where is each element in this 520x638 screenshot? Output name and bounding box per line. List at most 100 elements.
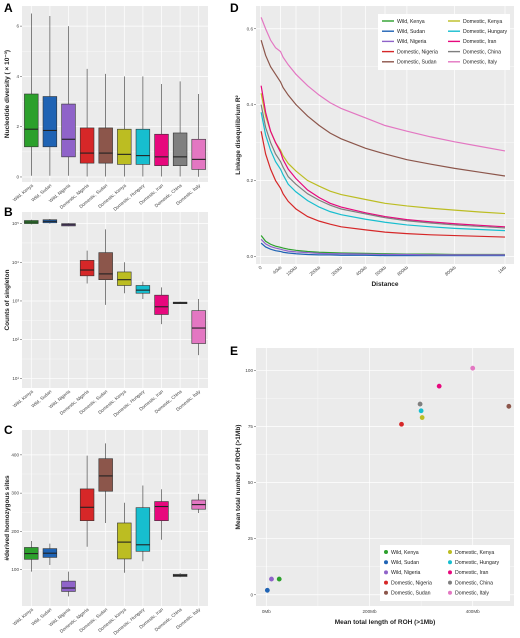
panel-a-box-domestic-hungary [135, 128, 151, 165]
panel-d-line-domestic-nigeria [260, 131, 505, 238]
panel-c-x-tick-label: Domestic, Hungary [112, 606, 146, 635]
panel-e-legend-label: Domestic, Kenya [455, 550, 494, 556]
panel-a-box-domestic-china [172, 132, 188, 166]
panel-b-y-tick-label: 10¹ [12, 376, 19, 381]
panel-c-y-tick-label: 200 [11, 529, 19, 534]
panel-e-point-domestic-iran [436, 383, 442, 389]
panel-d-line-domestic-sudan [260, 39, 506, 177]
panel-e-legend-box [380, 545, 510, 601]
panel-e: E 0 25 50 75 100 0Mb 200Mb 400Mb Mean total leng… [230, 344, 514, 626]
panel-d-x-tick-label: 800kb [444, 265, 457, 277]
panel-a-y-tick-label: 6 [16, 24, 19, 29]
panel-b-y-tick-label: 10⁵ [12, 221, 19, 226]
panel-e-legend-key-wild-kenya [384, 550, 388, 554]
panel-d-x-tick-label: 300kb [330, 265, 343, 277]
panel-e-legend-key-domestic-italy [448, 590, 452, 595]
panel-e-point-domestic-italy [470, 365, 476, 371]
panel-b-box-domestic-nigeria [79, 260, 95, 277]
panel-e-x-axis-title: Mean total length of ROH (>1Mb) [335, 619, 436, 626]
panel-b-y-axis-title: Counts of singleton [4, 269, 11, 330]
panel-e-legend-label: Wild, Sudan [391, 560, 419, 566]
panel-c-box-domestic-nigeria [79, 488, 95, 521]
panel-e-point-domestic-china [417, 401, 423, 407]
panel-d-line-domestic-china [260, 104, 506, 229]
panel-c-y-tick-label: 100 [11, 567, 19, 572]
panel-d-x-tick-label: 200kb [309, 265, 322, 277]
panel-e-y-tick-label: 100 [245, 368, 253, 373]
panel-a-box-wild-kenya [24, 93, 39, 148]
panel-a-box-wild-sudan [42, 96, 58, 148]
panel-e-legend-label: Domestic, Iran [455, 570, 489, 576]
panel-e-legend-key-wild-sudan [384, 560, 388, 565]
panel-e-y-tick-label: 50 [248, 480, 254, 485]
panel-d-legend-label: Domestic, Iran [463, 39, 497, 45]
panel-d-x-axis-title: Distance [371, 281, 398, 288]
panel-e-letter: E [230, 344, 238, 358]
panel-d-legend-box [378, 14, 510, 70]
panel-e-legend-key-domestic-nigeria [384, 580, 388, 585]
panel-a-letter: A [4, 1, 13, 15]
panel-a-y-tick-label: 2 [16, 124, 19, 129]
panel-d-legend-label: Domestic, China [463, 49, 501, 55]
panel-e-point-domestic-kenya [419, 415, 425, 420]
panel-d-y-tick-label: 0.0 [247, 254, 254, 259]
panel-a-y-axis-title: Nucleotide diversity ( × 10⁻³) [4, 50, 11, 138]
panel-d-line-wild-sudan [260, 242, 505, 257]
panel-c-y-tick-label: 400 [11, 452, 19, 457]
panel-d-y-tick-label: 0.6 [247, 26, 254, 31]
panel-e-point-domestic-nigeria [399, 421, 404, 427]
panel-b-y-tick-label: 10³ [12, 298, 19, 303]
panel-e-legend-key-domestic-sudan [384, 590, 388, 595]
panel-c-box-domestic-sudan [98, 458, 113, 492]
panel-b-box-domestic-sudan [98, 252, 113, 280]
panel-c-box-domestic-iran [154, 501, 169, 521]
panel-d-x-tick-label: 400kb [355, 265, 368, 277]
panel-c-box-domestic-hungary [135, 507, 151, 552]
panel-d-legend-label: Domestic, Italy [463, 60, 497, 66]
panel-b-plot-background [22, 212, 208, 388]
panel-a-box-domestic-nigeria [79, 127, 95, 164]
panel-d-line-domestic-iran [260, 85, 506, 228]
panel-d-letter: D [230, 1, 239, 15]
panel-d-y-tick-label: 0.2 [247, 178, 254, 183]
panel-e-x-tick-label: 0Mb [262, 609, 271, 614]
panel-b-y-tick-label: 10⁴ [12, 260, 19, 265]
panel-e-y-axis-title: Mean total number of ROH (>1Mb) [235, 425, 242, 530]
panel-d-line-domestic-hungary [260, 112, 505, 232]
panel-e-y-tick-label: 25 [248, 536, 254, 541]
panel-c-y-axis-title: #derived homozygous sites [4, 475, 11, 561]
panel-d-y-axis-title: Linkage disequilibrium R² [235, 94, 242, 174]
panel-c-y-tick-label: 300 [11, 491, 19, 496]
panel-a-box-wild-nigeria [61, 103, 76, 158]
panel-d-legend-label: Wild, Nigeria [397, 39, 427, 45]
panel-d-x-tick-label: 0 [258, 265, 264, 271]
panel-d-y-tick-label: 0.4 [247, 102, 254, 107]
panel-e-point-wild-nigeria [269, 576, 274, 582]
panel-d-line-wild-kenya [260, 235, 505, 256]
panel-d-line-domestic-italy [260, 17, 506, 152]
panel-e-x-tick-label: 200Mb [362, 609, 376, 614]
panel-b-x-tick-label: Domestic, Hungary [112, 388, 146, 417]
panel-e-point-wild-kenya [276, 576, 282, 582]
panel-e-legend-label: Wild, Nigeria [391, 570, 421, 576]
panel-e-y-tick-label: 75 [248, 424, 254, 429]
panel-b-box-domestic-hungary [135, 285, 151, 294]
panel-d: D 0.0 0.2 0.4 0.6 0 40kb 100kb 200kb 300kb 400kb 5… [230, 1, 514, 288]
panel-d-x-tick-label: 600kb [396, 265, 409, 277]
panel-e-legend-label: Wild, Kenya [391, 550, 419, 556]
panel-c-box-domestic-kenya [117, 522, 132, 560]
panel-b-box-domestic-italy [191, 310, 206, 344]
panel-a-x-tick-label: Domestic, Hungary [112, 182, 146, 211]
panel-a-box-domestic-sudan [98, 127, 113, 164]
panel-e-y-tick-label: 0 [250, 592, 253, 597]
panel-d-x-tick-label: 500kb [374, 265, 387, 277]
panel-d-legend-label: Domestic, Kenya [463, 19, 502, 25]
panel-d-line-wild-nigeria [260, 238, 505, 256]
panel-a-y-tick-label: 0 [16, 174, 19, 179]
panel-b-y-tick-label: 10² [12, 337, 19, 342]
panel-e-legend-key-domestic-kenya [448, 550, 452, 554]
